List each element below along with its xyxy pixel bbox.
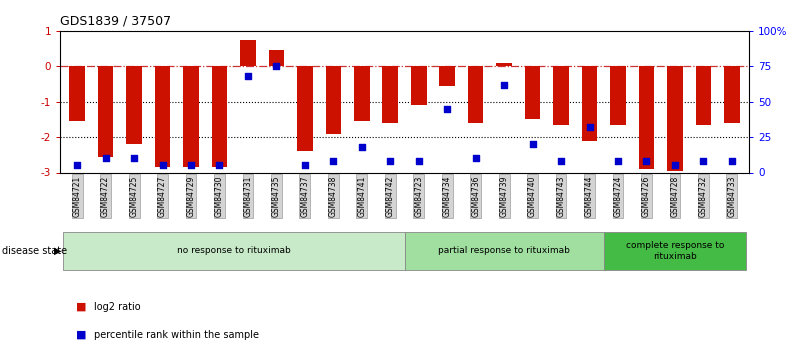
Point [697,158,710,164]
Bar [604,231,746,270]
Point [184,163,197,168]
Bar [667,66,682,171]
Point [213,163,226,168]
Point [469,156,482,161]
Text: GSM84736: GSM84736 [471,175,480,217]
Text: GSM84731: GSM84731 [244,175,252,217]
Text: GSM84726: GSM84726 [642,175,651,217]
Point [384,158,396,164]
Point [526,141,539,147]
Bar [63,231,405,270]
Text: GSM84728: GSM84728 [670,175,679,217]
Bar [724,66,739,123]
Text: GSM84721: GSM84721 [73,175,82,217]
Text: GSM84740: GSM84740 [528,175,537,217]
Text: GSM84724: GSM84724 [614,175,622,217]
Text: GSM84730: GSM84730 [215,175,224,217]
Text: partial response to rituximab: partial response to rituximab [438,246,570,256]
Bar [98,66,114,157]
Point [583,125,596,130]
Bar [525,66,541,119]
Text: GSM84733: GSM84733 [727,175,736,217]
Bar [268,50,284,66]
Text: GDS1839 / 37507: GDS1839 / 37507 [60,14,171,28]
Text: GSM84739: GSM84739 [500,175,509,217]
Point [413,158,425,164]
Bar [155,66,171,167]
Text: percentile rank within the sample: percentile rank within the sample [94,330,259,339]
Text: log2 ratio: log2 ratio [94,302,140,312]
Bar [297,66,312,151]
Point [156,163,169,168]
Text: GSM84744: GSM84744 [585,175,594,217]
Point [270,63,283,69]
Bar [382,66,398,123]
Point [554,158,567,164]
Bar [468,66,484,123]
Point [640,158,653,164]
Text: GSM84737: GSM84737 [300,175,309,217]
Bar [240,40,256,66]
Point [726,158,739,164]
Text: complete response to
rituximab: complete response to rituximab [626,241,724,261]
Bar [183,66,199,167]
Text: GSM84727: GSM84727 [158,175,167,217]
Bar [127,66,142,144]
Bar [582,66,598,141]
Bar [638,66,654,169]
Bar [354,66,369,121]
Point [327,158,340,164]
Bar [497,63,512,66]
Text: GSM84741: GSM84741 [357,175,366,217]
Point [356,144,368,150]
Point [99,156,112,161]
Text: GSM84729: GSM84729 [187,175,195,217]
Text: GSM84722: GSM84722 [101,175,110,217]
Text: GSM84732: GSM84732 [699,175,708,217]
Point [127,156,140,161]
Text: GSM84723: GSM84723 [414,175,423,217]
Bar [70,66,85,121]
Text: GSM84734: GSM84734 [443,175,452,217]
Bar [211,66,227,167]
Point [669,163,682,168]
Bar [695,66,711,125]
Bar [411,66,427,105]
Text: ▶: ▶ [54,246,62,256]
Bar [553,66,569,125]
Text: GSM84738: GSM84738 [329,175,338,217]
Bar [405,231,604,270]
Text: GSM84725: GSM84725 [130,175,139,217]
Text: GSM84743: GSM84743 [557,175,566,217]
Text: ■: ■ [76,330,87,339]
Text: GSM84742: GSM84742 [386,175,395,217]
Point [70,163,83,168]
Text: disease state: disease state [2,246,66,256]
Text: no response to rituximab: no response to rituximab [177,246,291,256]
Bar [440,66,455,86]
Point [299,163,312,168]
Bar [325,66,341,134]
Point [441,106,453,112]
Point [497,82,510,88]
Text: ■: ■ [76,302,87,312]
Bar [610,66,626,125]
Text: GSM84735: GSM84735 [272,175,281,217]
Point [242,73,255,79]
Point [612,158,625,164]
